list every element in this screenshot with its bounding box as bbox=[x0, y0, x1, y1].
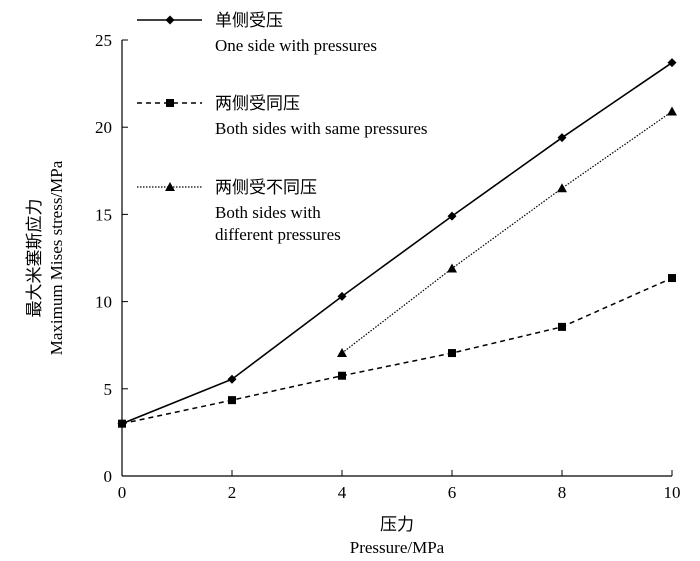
series-line bbox=[341, 111, 673, 354]
legend-label-cn: 两侧受不同压 bbox=[215, 178, 317, 197]
y-tick-label: 0 bbox=[104, 467, 113, 486]
data-point-square bbox=[118, 419, 126, 428]
legend-label: One side with pressures bbox=[215, 36, 377, 55]
series-group bbox=[117, 58, 677, 429]
data-point-diamond bbox=[337, 291, 347, 301]
data-point-square bbox=[448, 349, 456, 358]
legend-marker-diamond bbox=[165, 15, 175, 25]
x-tick-label: 10 bbox=[664, 483, 681, 502]
legend-item-3: 两侧受不同压 Both sides with different pressures bbox=[137, 178, 341, 244]
data-point-triangle bbox=[557, 183, 567, 193]
data-point-diamond bbox=[227, 374, 237, 384]
data-point-triangle bbox=[447, 263, 457, 273]
x-tick-label: 6 bbox=[448, 483, 457, 502]
x-axis-label: Pressure/MPa bbox=[350, 538, 445, 557]
y-tick-label: 25 bbox=[95, 31, 112, 50]
y-tick-label: 20 bbox=[95, 118, 112, 137]
y-axis-label-cn: 最大米塞斯应力 bbox=[25, 199, 44, 318]
axes: 0 2 4 6 8 10 0 5 10 15 20 25 bbox=[95, 31, 681, 502]
x-tick-label: 2 bbox=[228, 483, 237, 502]
data-point-triangle bbox=[337, 348, 347, 358]
data-point-diamond bbox=[447, 211, 457, 221]
data-point-square bbox=[338, 371, 346, 380]
legend-label: different pressures bbox=[215, 225, 341, 244]
data-point-square bbox=[558, 322, 566, 331]
legend-marker-triangle bbox=[165, 182, 175, 191]
data-point-square bbox=[228, 396, 236, 405]
x-tick-label: 4 bbox=[338, 483, 347, 502]
data-point-triangle bbox=[667, 106, 677, 116]
legend-item-2: 两侧受同压 Both sides with same pressures bbox=[137, 94, 427, 138]
y-tick-label: 15 bbox=[95, 205, 112, 224]
y-tick-label: 10 bbox=[95, 293, 112, 312]
series-3 bbox=[337, 106, 677, 358]
legend-label-cn: 单侧受压 bbox=[215, 11, 283, 30]
series-line bbox=[121, 62, 673, 425]
legend-label: Both sides with same pressures bbox=[215, 119, 427, 138]
x-tick-label: 8 bbox=[558, 483, 567, 502]
data-point-diamond bbox=[667, 58, 677, 68]
legend-item-1: 单侧受压 One side with pressures bbox=[137, 11, 377, 55]
series-line bbox=[121, 277, 673, 425]
x-axis-label-cn: 压力 bbox=[380, 515, 414, 534]
series-2 bbox=[118, 274, 676, 428]
legend-marker-square bbox=[166, 99, 174, 107]
legend-label-cn: 两侧受同压 bbox=[215, 94, 300, 113]
legend-label: Both sides with bbox=[215, 203, 321, 222]
y-axis-label: Maximum Mises stress/MPa bbox=[47, 160, 66, 355]
y-tick-label: 5 bbox=[104, 380, 113, 399]
data-point-diamond bbox=[557, 133, 567, 143]
data-point-square bbox=[668, 274, 676, 283]
x-tick-label: 0 bbox=[118, 483, 127, 502]
series-1 bbox=[117, 58, 677, 429]
legend: 单侧受压 One side with pressures 两侧受同压 Both sid… bbox=[137, 11, 427, 244]
